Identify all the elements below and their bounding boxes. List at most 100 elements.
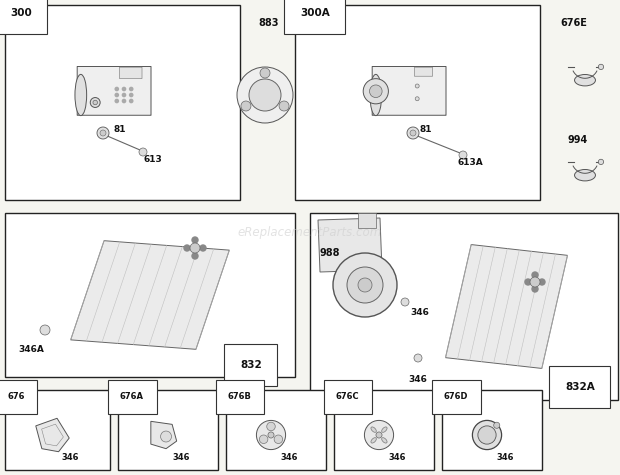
Circle shape bbox=[532, 272, 538, 278]
Circle shape bbox=[279, 101, 289, 111]
Text: 346: 346 bbox=[408, 375, 427, 384]
Ellipse shape bbox=[575, 75, 595, 86]
Circle shape bbox=[100, 130, 106, 136]
Text: 988: 988 bbox=[320, 248, 340, 258]
Circle shape bbox=[598, 159, 604, 164]
Text: 300: 300 bbox=[10, 8, 32, 18]
Circle shape bbox=[130, 94, 133, 96]
Text: 346: 346 bbox=[496, 453, 513, 462]
Circle shape bbox=[130, 99, 133, 103]
Circle shape bbox=[407, 127, 419, 139]
Circle shape bbox=[267, 422, 275, 431]
FancyBboxPatch shape bbox=[372, 66, 446, 115]
Text: 346: 346 bbox=[280, 453, 298, 462]
Circle shape bbox=[40, 325, 50, 335]
Polygon shape bbox=[318, 218, 382, 272]
Text: 832A: 832A bbox=[565, 382, 595, 392]
Circle shape bbox=[130, 87, 133, 91]
Circle shape bbox=[459, 151, 467, 159]
Text: 346: 346 bbox=[410, 308, 429, 317]
Circle shape bbox=[363, 79, 388, 104]
Text: 676C: 676C bbox=[336, 392, 360, 401]
Text: 676E: 676E bbox=[560, 18, 587, 28]
Circle shape bbox=[200, 245, 206, 251]
Circle shape bbox=[249, 79, 281, 111]
Text: 346A: 346A bbox=[18, 345, 44, 354]
Circle shape bbox=[415, 97, 419, 101]
Circle shape bbox=[190, 243, 200, 253]
Circle shape bbox=[115, 99, 118, 103]
Circle shape bbox=[365, 420, 394, 450]
Text: 676D: 676D bbox=[444, 392, 469, 401]
Circle shape bbox=[259, 435, 268, 444]
Text: 832: 832 bbox=[240, 360, 262, 370]
Circle shape bbox=[122, 99, 126, 103]
Polygon shape bbox=[446, 245, 567, 369]
Circle shape bbox=[237, 67, 293, 123]
Circle shape bbox=[139, 148, 147, 156]
Ellipse shape bbox=[75, 75, 87, 115]
Text: 346: 346 bbox=[61, 453, 79, 462]
Circle shape bbox=[370, 85, 382, 97]
Circle shape bbox=[93, 100, 97, 105]
Circle shape bbox=[260, 68, 270, 78]
Circle shape bbox=[184, 245, 190, 251]
Circle shape bbox=[530, 277, 540, 287]
FancyBboxPatch shape bbox=[120, 67, 142, 78]
FancyBboxPatch shape bbox=[415, 67, 433, 76]
Text: 346: 346 bbox=[172, 453, 190, 462]
Text: 81: 81 bbox=[113, 125, 125, 134]
Circle shape bbox=[414, 354, 422, 362]
Circle shape bbox=[257, 420, 286, 450]
Circle shape bbox=[410, 130, 416, 136]
Circle shape bbox=[268, 432, 274, 438]
Circle shape bbox=[415, 84, 419, 88]
Ellipse shape bbox=[371, 427, 376, 432]
Text: 81: 81 bbox=[420, 125, 433, 134]
Bar bbox=[295, 5, 540, 200]
Circle shape bbox=[358, 278, 372, 292]
Ellipse shape bbox=[382, 437, 387, 443]
Text: 613A: 613A bbox=[458, 158, 484, 167]
Circle shape bbox=[241, 101, 251, 111]
Circle shape bbox=[161, 431, 172, 442]
Circle shape bbox=[532, 286, 538, 292]
Circle shape bbox=[122, 87, 126, 91]
Text: eReplacementParts.com: eReplacementParts.com bbox=[238, 226, 382, 239]
Circle shape bbox=[478, 426, 496, 444]
Ellipse shape bbox=[575, 170, 595, 181]
Bar bbox=[5, 5, 240, 200]
Circle shape bbox=[192, 237, 198, 243]
Polygon shape bbox=[36, 418, 69, 452]
Text: 883: 883 bbox=[258, 18, 278, 28]
Polygon shape bbox=[151, 421, 177, 449]
Circle shape bbox=[274, 435, 283, 444]
Text: 676A: 676A bbox=[120, 392, 144, 401]
Circle shape bbox=[122, 94, 126, 96]
Bar bbox=[358, 213, 376, 228]
Ellipse shape bbox=[371, 437, 376, 443]
Circle shape bbox=[598, 64, 604, 69]
Bar bbox=[310, 213, 618, 400]
Text: 300A: 300A bbox=[300, 8, 330, 18]
Bar bbox=[442, 390, 542, 470]
Ellipse shape bbox=[370, 75, 382, 115]
Circle shape bbox=[494, 422, 500, 428]
Circle shape bbox=[115, 87, 118, 91]
Circle shape bbox=[333, 253, 397, 317]
Circle shape bbox=[91, 97, 100, 107]
Circle shape bbox=[115, 94, 118, 96]
Circle shape bbox=[525, 279, 531, 285]
Text: 346: 346 bbox=[388, 453, 405, 462]
Circle shape bbox=[472, 420, 502, 450]
Circle shape bbox=[192, 253, 198, 259]
FancyBboxPatch shape bbox=[78, 66, 151, 115]
Bar bbox=[334, 390, 434, 470]
Circle shape bbox=[347, 267, 383, 303]
Bar bbox=[5, 213, 295, 377]
Circle shape bbox=[401, 298, 409, 306]
Text: 613: 613 bbox=[143, 155, 162, 164]
Polygon shape bbox=[71, 241, 229, 349]
Circle shape bbox=[376, 432, 382, 438]
Circle shape bbox=[539, 279, 545, 285]
